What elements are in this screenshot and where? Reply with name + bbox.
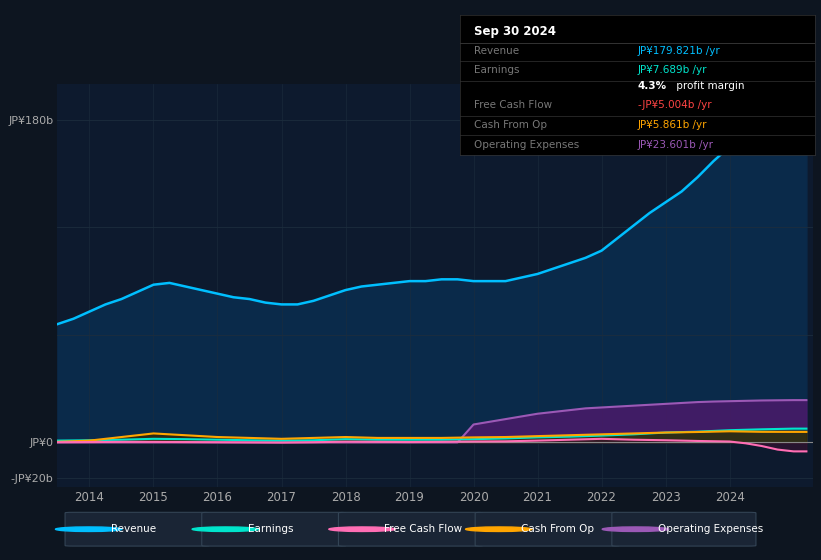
Text: Free Cash Flow: Free Cash Flow (384, 524, 462, 534)
Circle shape (56, 527, 122, 531)
Circle shape (329, 527, 396, 531)
Text: Earnings: Earnings (248, 524, 293, 534)
Text: JP¥7.689b /yr: JP¥7.689b /yr (637, 66, 707, 76)
FancyBboxPatch shape (65, 512, 209, 546)
Text: Earnings: Earnings (475, 66, 520, 76)
FancyBboxPatch shape (338, 512, 483, 546)
Circle shape (603, 527, 669, 531)
Text: profit margin: profit margin (673, 81, 745, 91)
Text: Free Cash Flow: Free Cash Flow (475, 100, 553, 110)
FancyBboxPatch shape (612, 512, 756, 546)
Text: JP¥179.821b /yr: JP¥179.821b /yr (637, 46, 720, 56)
Text: Revenue: Revenue (111, 524, 156, 534)
Text: JP¥23.601b /yr: JP¥23.601b /yr (637, 139, 713, 150)
Text: 4.3%: 4.3% (637, 81, 667, 91)
FancyBboxPatch shape (202, 512, 346, 546)
Circle shape (192, 527, 259, 531)
Text: -JP¥5.004b /yr: -JP¥5.004b /yr (637, 100, 711, 110)
Text: Operating Expenses: Operating Expenses (475, 139, 580, 150)
Text: Operating Expenses: Operating Expenses (658, 524, 763, 534)
Text: Cash From Op: Cash From Op (475, 120, 548, 130)
Text: Sep 30 2024: Sep 30 2024 (475, 25, 556, 38)
FancyBboxPatch shape (475, 512, 619, 546)
Text: JP¥5.861b /yr: JP¥5.861b /yr (637, 120, 707, 130)
Text: Revenue: Revenue (475, 46, 520, 56)
Text: Cash From Op: Cash From Op (521, 524, 594, 534)
Circle shape (466, 527, 532, 531)
